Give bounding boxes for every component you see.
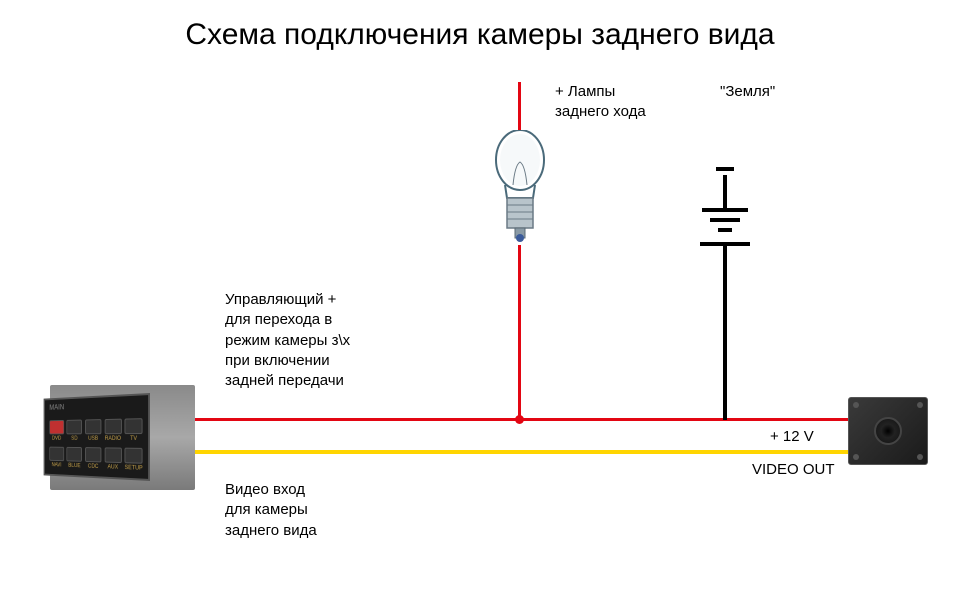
wire-red-lamp-top — [518, 82, 521, 130]
wire-black-ground-vertical — [723, 245, 727, 420]
camera-lens-icon — [874, 417, 902, 445]
camera-screw-icon — [917, 454, 923, 460]
wire-yellow-video — [195, 450, 850, 454]
hu-btn-icon — [67, 420, 83, 435]
label-video-in: Видео вход для камеры заднего вида — [225, 480, 317, 541]
label-control: Управляющий + для перехода в режим камер… — [225, 290, 350, 391]
head-unit-main-label: MAIN — [45, 395, 148, 415]
hu-btn-icon — [85, 419, 101, 434]
reverse-lamp-icon — [493, 130, 547, 245]
head-unit-labels1: DVD SD USB RADIO TV — [45, 436, 148, 442]
head-unit-row2 — [45, 447, 148, 464]
hu-btn-icon — [85, 447, 101, 462]
camera-screw-icon — [853, 454, 859, 460]
label-lamp: + Лампы заднего хода — [555, 82, 646, 123]
head-unit: MAIN DVD SD USB RADIO TV NAVI BLUE CDC A… — [20, 385, 195, 490]
label-video-out: VIDEO OUT — [752, 460, 835, 480]
hu-btn-icon — [104, 447, 121, 463]
camera-screw-icon — [917, 402, 923, 408]
hu-btn-icon — [49, 420, 64, 434]
head-unit-row1 — [45, 418, 148, 434]
wire-red-lamp-vertical — [518, 245, 521, 420]
ground-top-dash — [716, 167, 734, 171]
ground-symbol-icon — [700, 175, 750, 245]
diagram-title: Схема подключения камеры заднего вида — [0, 18, 960, 52]
head-unit-face: MAIN DVD SD USB RADIO TV NAVI BLUE CDC A… — [44, 393, 150, 481]
label-ground: "Земля" — [720, 82, 775, 102]
hu-btn-icon — [67, 447, 83, 462]
rear-camera-icon — [838, 392, 938, 472]
head-unit-labels2: NAVI BLUE CDC AUX SETUP — [45, 462, 148, 472]
hu-btn-icon — [49, 447, 64, 462]
camera-screw-icon — [853, 402, 859, 408]
label-12v: + 12 V — [770, 427, 814, 447]
junction-dot — [515, 415, 524, 424]
hu-btn-icon — [104, 419, 121, 435]
hu-btn-icon — [125, 448, 143, 464]
camera-body — [848, 397, 928, 465]
hu-btn-icon — [125, 418, 143, 434]
